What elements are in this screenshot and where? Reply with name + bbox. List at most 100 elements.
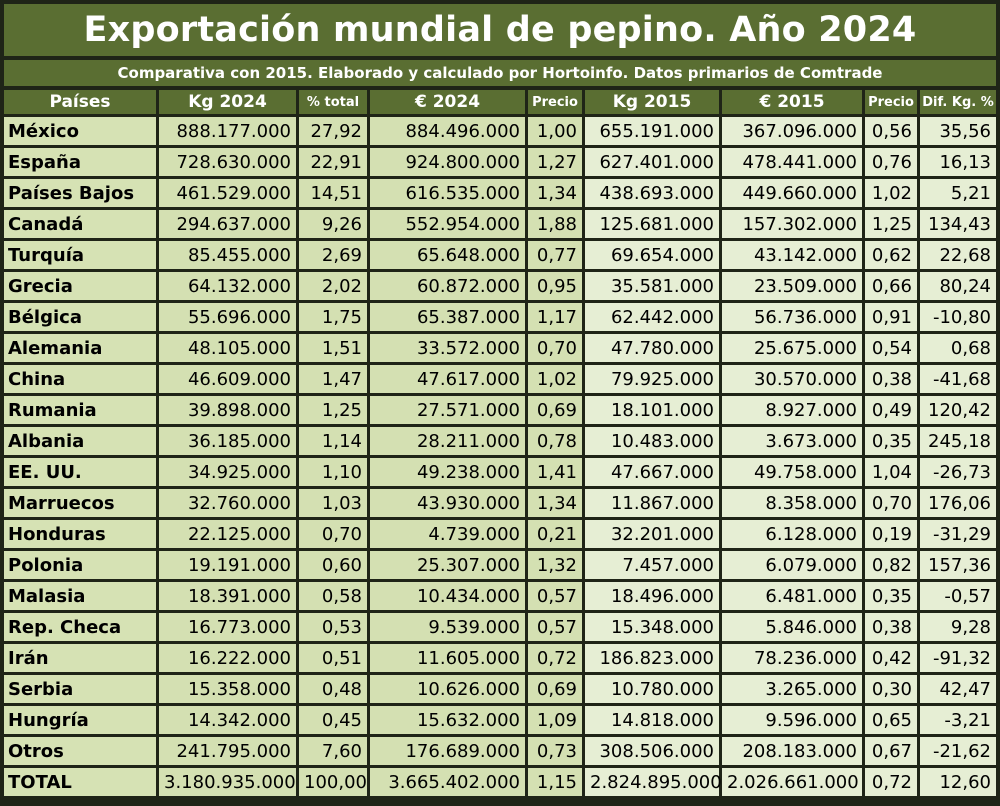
cell-eur-2015: 23.509.000 — [722, 272, 862, 300]
cell-country: EE. UU. — [4, 458, 156, 486]
cell-eur-2024: 25.307.000 — [370, 551, 525, 579]
cell-dif-kg: -26,73 — [920, 458, 996, 486]
cell-country: Grecia — [4, 272, 156, 300]
table-row: Bélgica 55.696.000 1,75 65.387.000 1,17 62.44… — [4, 303, 996, 331]
cell-precio-2024: 0,70 — [528, 334, 582, 362]
cell-country: Rumania — [4, 396, 156, 424]
cell-dif-kg: 157,36 — [920, 551, 996, 579]
cell-precio-2015: 0,35 — [865, 427, 917, 455]
cell-kg-2024: 461.529.000 — [159, 179, 296, 207]
cell-precio-2024: 1,41 — [528, 458, 582, 486]
cell-eur-2015: 6.128.000 — [722, 520, 862, 548]
cell-eur-2015: 478.441.000 — [722, 148, 862, 176]
cell-kg-2024: 19.191.000 — [159, 551, 296, 579]
cell-country: China — [4, 365, 156, 393]
cell-eur-2024: 616.535.000 — [370, 179, 525, 207]
cell-dif-kg: 120,42 — [920, 396, 996, 424]
cell-pct-total: 0,58 — [299, 582, 367, 610]
cell-eur-2015: 6.079.000 — [722, 551, 862, 579]
cell-pct-total: 9,26 — [299, 210, 367, 238]
table-row: Grecia 64.132.000 2,02 60.872.000 0,95 35.581… — [4, 272, 996, 300]
cell-country: Turquía — [4, 241, 156, 269]
header-paises: Países — [4, 90, 156, 114]
cell-precio-2015: 0,42 — [865, 644, 917, 672]
cell-precio-2024: 1,27 — [528, 148, 582, 176]
cell-dif-kg: -41,68 — [920, 365, 996, 393]
cell-country: TOTAL — [4, 768, 156, 796]
cell-precio-2024: 1,34 — [528, 179, 582, 207]
cell-country: Países Bajos — [4, 179, 156, 207]
cell-pct-total: 14,51 — [299, 179, 367, 207]
cell-pct-total: 0,45 — [299, 706, 367, 734]
cell-eur-2015: 3.673.000 — [722, 427, 862, 455]
cell-dif-kg: 22,68 — [920, 241, 996, 269]
cell-kg-2015: 7.457.000 — [585, 551, 719, 579]
cell-pct-total: 1,51 — [299, 334, 367, 362]
cell-pct-total: 1,14 — [299, 427, 367, 455]
cell-precio-2015: 0,38 — [865, 365, 917, 393]
cell-eur-2024: 924.800.000 — [370, 148, 525, 176]
cell-precio-2015: 0,30 — [865, 675, 917, 703]
cell-dif-kg: -31,29 — [920, 520, 996, 548]
cell-kg-2015: 10.483.000 — [585, 427, 719, 455]
table-row: Turquía 85.455.000 2,69 65.648.000 0,77 69.65… — [4, 241, 996, 269]
cell-pct-total: 0,51 — [299, 644, 367, 672]
table-row: Canadá 294.637.000 9,26 552.954.000 1,88 125.… — [4, 210, 996, 238]
cell-precio-2024: 0,57 — [528, 613, 582, 641]
cell-precio-2015: 0,66 — [865, 272, 917, 300]
cell-precio-2015: 0,49 — [865, 396, 917, 424]
cell-kg-2024: 48.105.000 — [159, 334, 296, 362]
cell-precio-2024: 1,34 — [528, 489, 582, 517]
page-title: Exportación mundial de pepino. Año 2024 — [4, 4, 996, 56]
cell-eur-2015: 30.570.000 — [722, 365, 862, 393]
cell-kg-2015: 10.780.000 — [585, 675, 719, 703]
cell-precio-2024: 0,78 — [528, 427, 582, 455]
cell-kg-2015: 69.654.000 — [585, 241, 719, 269]
cell-precio-2024: 1,02 — [528, 365, 582, 393]
cell-eur-2015: 8.358.000 — [722, 489, 862, 517]
cell-dif-kg: -91,32 — [920, 644, 996, 672]
cell-eur-2024: 176.689.000 — [370, 737, 525, 765]
cell-eur-2015: 43.142.000 — [722, 241, 862, 269]
cell-eur-2015: 5.846.000 — [722, 613, 862, 641]
cell-precio-2015: 0,72 — [865, 768, 917, 796]
cell-precio-2024: 0,77 — [528, 241, 582, 269]
table-row: EE. UU. 34.925.000 1,10 49.238.000 1,41 47.66… — [4, 458, 996, 486]
cell-eur-2015: 8.927.000 — [722, 396, 862, 424]
table-row: Hungría 14.342.000 0,45 15.632.000 1,09 14.81… — [4, 706, 996, 734]
cell-precio-2024: 0,73 — [528, 737, 582, 765]
cell-kg-2015: 186.823.000 — [585, 644, 719, 672]
cell-precio-2015: 0,82 — [865, 551, 917, 579]
cell-country: Bélgica — [4, 303, 156, 331]
cell-kg-2024: 3.180.935.000 — [159, 768, 296, 796]
cell-kg-2015: 15.348.000 — [585, 613, 719, 641]
cell-pct-total: 100,00 — [299, 768, 367, 796]
table-row: Albania 36.185.000 1,14 28.211.000 0,78 10.48… — [4, 427, 996, 455]
table-row: España 728.630.000 22,91 924.800.000 1,27 627… — [4, 148, 996, 176]
cell-kg-2024: 39.898.000 — [159, 396, 296, 424]
cell-eur-2015: 56.736.000 — [722, 303, 862, 331]
cell-country: Alemania — [4, 334, 156, 362]
cell-kg-2024: 16.222.000 — [159, 644, 296, 672]
header-eur-2015: € 2015 — [722, 90, 862, 114]
cell-kg-2015: 2.824.895.000 — [585, 768, 722, 796]
cell-eur-2015: 49.758.000 — [722, 458, 862, 486]
cell-precio-2015: 0,35 — [865, 582, 917, 610]
cell-precio-2015: 1,04 — [865, 458, 917, 486]
cell-dif-kg: 12,60 — [920, 768, 996, 796]
table-row: Marruecos 32.760.000 1,03 43.930.000 1,34 11.… — [4, 489, 996, 517]
cell-precio-2024: 1,88 — [528, 210, 582, 238]
table-row: Malasia 18.391.000 0,58 10.434.000 0,57 18.49… — [4, 582, 996, 610]
cell-eur-2024: 9.539.000 — [370, 613, 525, 641]
cell-dif-kg: 5,21 — [920, 179, 996, 207]
cell-kg-2015: 47.780.000 — [585, 334, 719, 362]
cell-kg-2015: 627.401.000 — [585, 148, 719, 176]
cell-country: Otros — [4, 737, 156, 765]
cell-eur-2024: 3.665.402.000 — [370, 768, 525, 796]
page-subtitle: Comparativa con 2015. Elaborado y calcul… — [4, 60, 996, 86]
cell-eur-2024: 4.739.000 — [370, 520, 525, 548]
cell-kg-2024: 46.609.000 — [159, 365, 296, 393]
table-row: Alemania 48.105.000 1,51 33.572.000 0,70 47.7… — [4, 334, 996, 362]
export-table: Países Kg 2024 % total € 2024 Precio Kg … — [1, 87, 999, 799]
cell-kg-2015: 14.818.000 — [585, 706, 719, 734]
